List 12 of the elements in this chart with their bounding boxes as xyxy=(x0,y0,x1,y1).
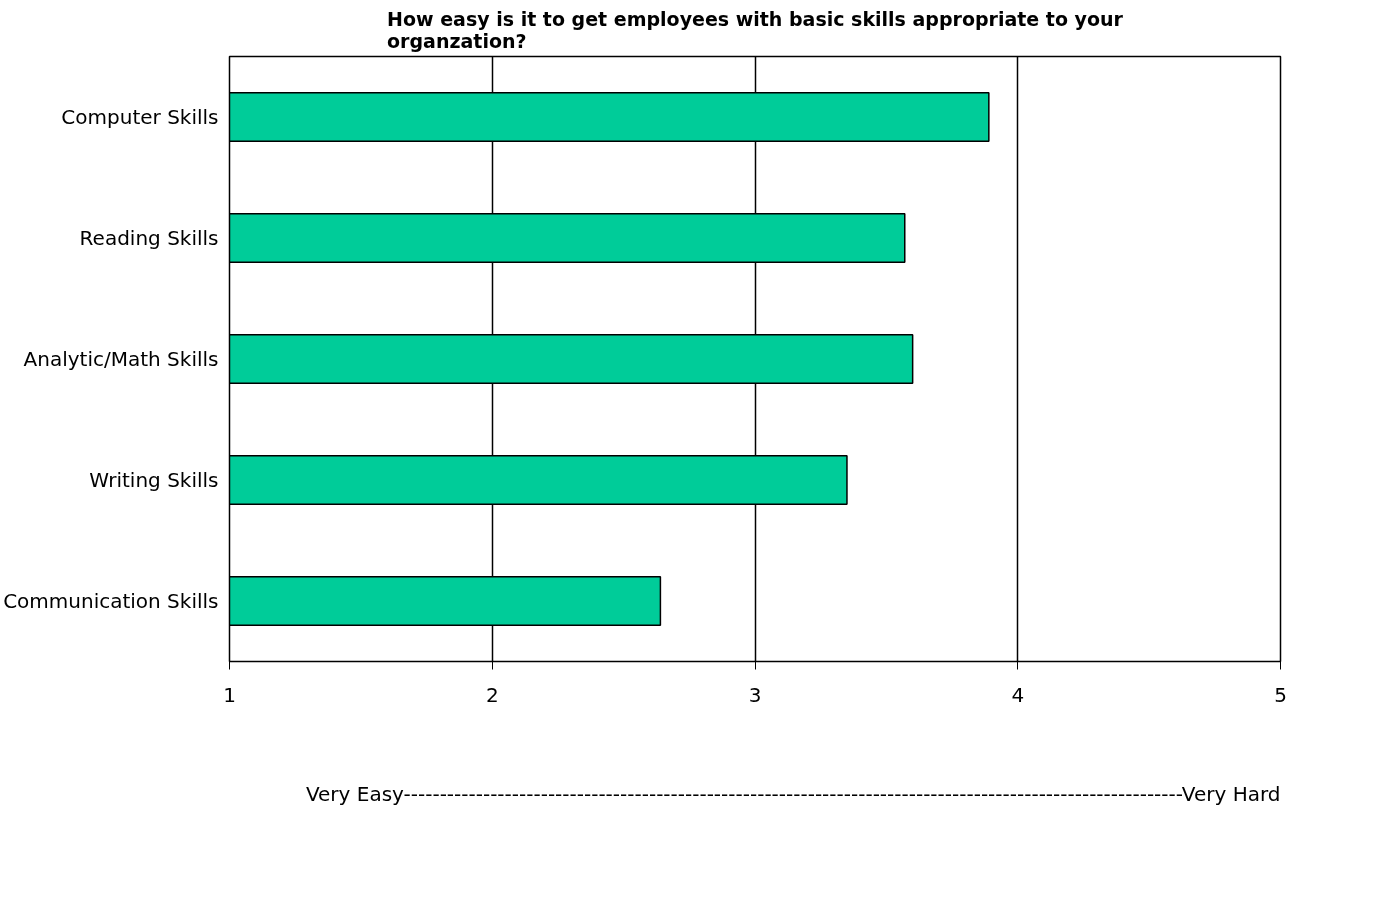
y-tick-label: Writing Skills xyxy=(89,468,219,492)
text: Very Easy------------------------------------------------------------------------------------------------------------Very Hard xyxy=(305,781,1281,806)
y-tick-label: Analytic/Math Skills xyxy=(23,347,219,371)
x-tick-label: 4 xyxy=(1011,682,1025,707)
x-tick-label: 2 xyxy=(485,682,499,707)
y-tick-label: Communication Skills xyxy=(3,589,219,613)
x-tick-label: 5 xyxy=(1274,682,1287,707)
chart-title: How easy is it to get employees with basic skills appropriate to your organzation? xyxy=(387,7,1124,52)
y-tick-label: Computer Skills xyxy=(61,105,219,129)
x-tick-label: 1 xyxy=(223,682,236,707)
y-tick-label: Reading Skills xyxy=(79,226,219,250)
x-tick-label: 3 xyxy=(748,682,762,707)
